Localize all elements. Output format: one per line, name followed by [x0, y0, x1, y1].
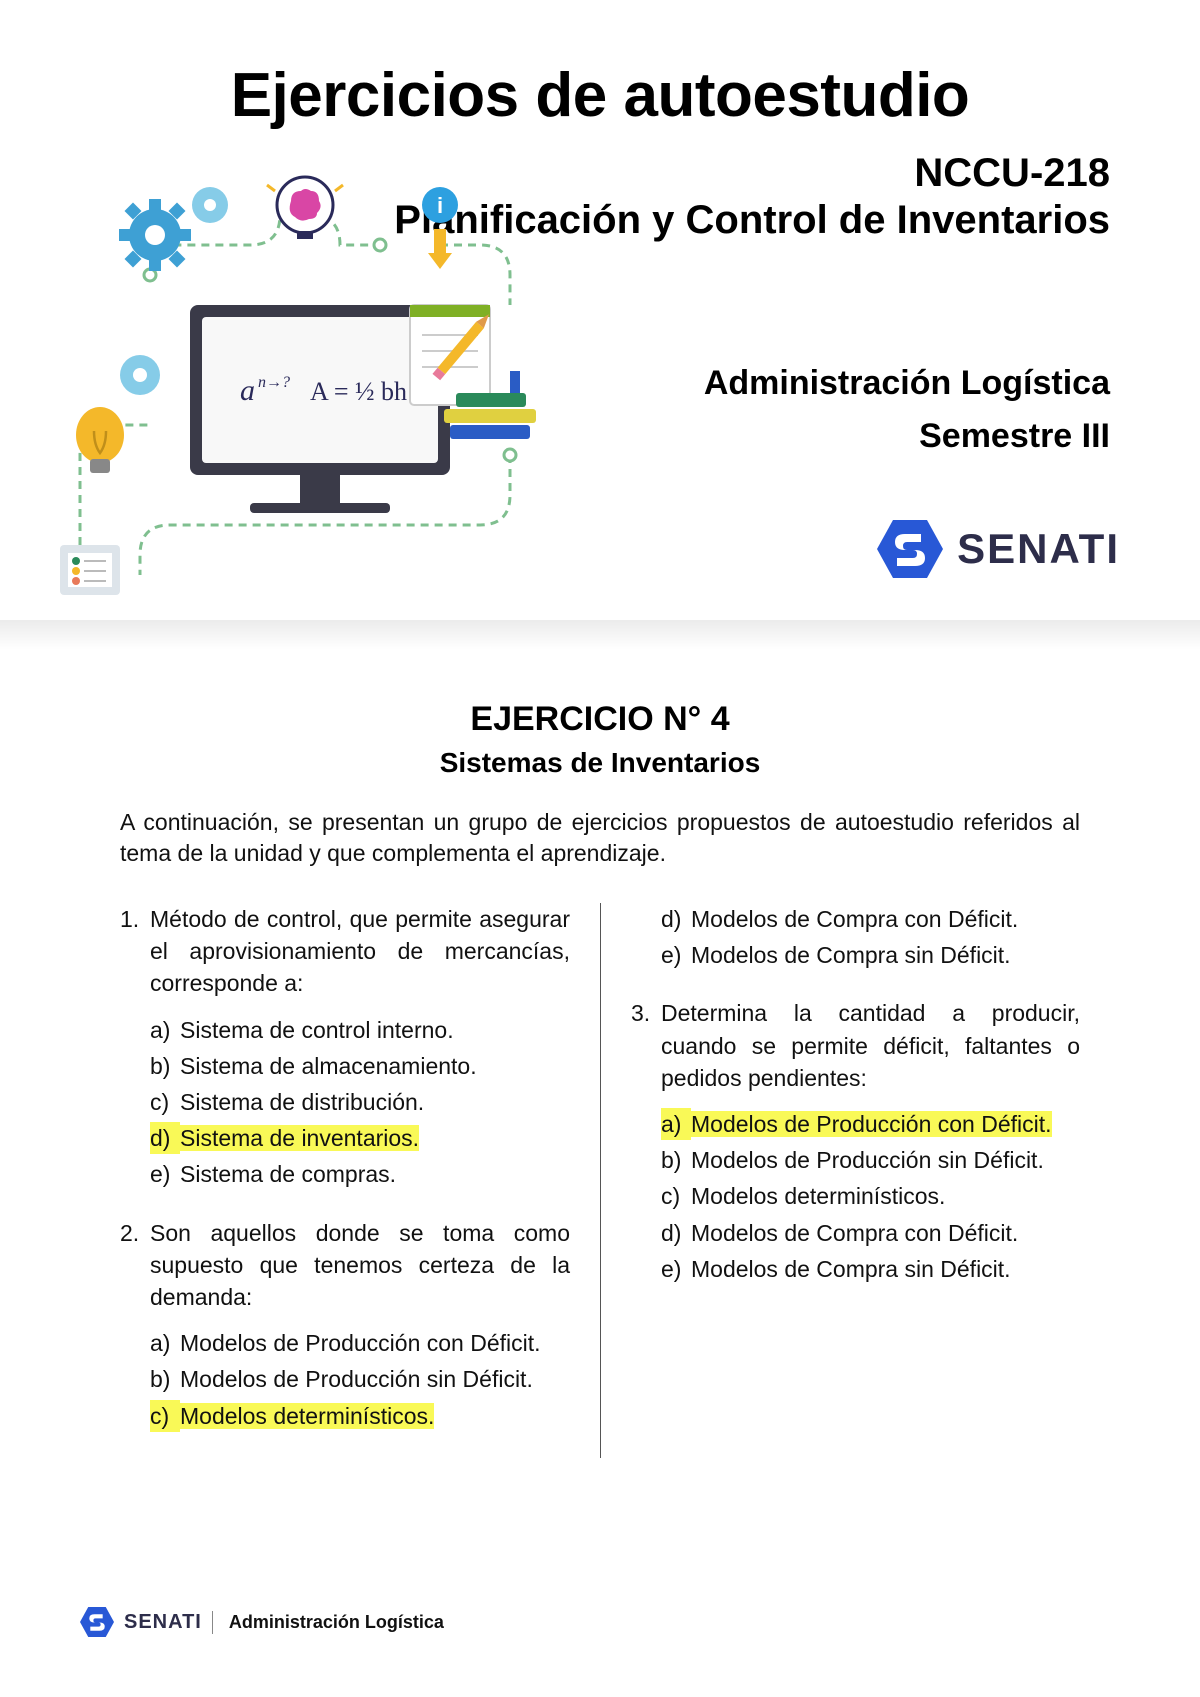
- main-title: Ejercicios de autoestudio: [80, 60, 1120, 131]
- q2-opt-c: Modelos determinísticos.: [180, 1403, 434, 1429]
- senati-logo: SENATI: [877, 520, 1120, 578]
- q3-opt-b-label: b): [661, 1144, 691, 1176]
- q2-opt-b-label: b): [150, 1363, 180, 1395]
- q1-opt-c: Sistema de distribución.: [180, 1086, 570, 1118]
- left-column: 1. Método de control, que permite asegur…: [120, 903, 600, 1458]
- senati-logo-text: SENATI: [957, 525, 1120, 573]
- q3-opt-c-label: c): [661, 1180, 691, 1212]
- q3-opt-c: Modelos determinísticos.: [691, 1180, 1080, 1212]
- senati-hex-icon: [877, 520, 943, 578]
- svg-text:A = ½ bh: A = ½ bh: [310, 377, 407, 406]
- q3-opt-a-label: a): [661, 1108, 691, 1140]
- q2-opt-b: Modelos de Producción sin Déficit.: [180, 1363, 570, 1395]
- q2-opt-d: Modelos de Compra con Déficit.: [691, 903, 1080, 935]
- q3-number: 3.: [631, 997, 661, 1094]
- header-area: Ejercicios de autoestudio NCCU-218 Plani…: [0, 0, 1200, 620]
- footer: SENATI Administración Logística: [80, 1607, 444, 1637]
- q2-options: a)Modelos de Producción con Déficit. b)M…: [120, 1327, 570, 1432]
- q3-opt-d: Modelos de Compra con Déficit.: [691, 1217, 1080, 1249]
- q2-opt-a: Modelos de Producción con Déficit.: [180, 1327, 570, 1359]
- svg-text:i: i: [437, 193, 443, 218]
- q1-opt-c-label: c): [150, 1086, 180, 1118]
- intro-text: A continuación, se presentan un grupo de…: [120, 807, 1080, 869]
- section-shadow: [0, 620, 1200, 650]
- q2-opt-e-label: e): [661, 939, 691, 971]
- q2-text: Son aquellos donde se toma como supuesto…: [150, 1217, 570, 1314]
- q2-options-cont: d)Modelos de Compra con Déficit. e)Model…: [631, 903, 1080, 971]
- q2-opt-e: Modelos de Compra sin Déficit.: [691, 939, 1080, 971]
- q1-opt-b: Sistema de almacenamiento.: [180, 1050, 570, 1082]
- question-2: 2. Son aquellos donde se toma como supue…: [120, 1217, 570, 1432]
- q1-opt-e-label: e): [150, 1158, 180, 1190]
- right-column: d)Modelos de Compra con Déficit. e)Model…: [600, 903, 1080, 1458]
- q3-opt-e: Modelos de Compra sin Déficit.: [691, 1253, 1080, 1285]
- q1-number: 1.: [120, 903, 150, 1000]
- q1-options: a)Sistema de control interno. b)Sistema …: [120, 1014, 570, 1191]
- q3-options: a)Modelos de Producción con Déficit. b)M…: [631, 1108, 1080, 1285]
- senati-hex-icon-small: [80, 1607, 114, 1637]
- exercise-title: EJERCICIO N° 4: [120, 700, 1080, 739]
- question-3: 3. Determina la cantidad a producir, cua…: [631, 997, 1080, 1285]
- study-illustration: a n→? A = ½ bh i: [50, 175, 570, 595]
- question-1: 1. Método de control, que permite asegur…: [120, 903, 570, 1191]
- footer-course: Administración Logística: [223, 1612, 444, 1633]
- q1-text: Método de control, que permite asegurar …: [150, 903, 570, 1000]
- q3-opt-a: Modelos de Producción con Déficit.: [691, 1111, 1052, 1137]
- q3-text: Determina la cantidad a producir, cuando…: [661, 997, 1080, 1094]
- content-area: EJERCICIO N° 4 Sistemas de Inventarios A…: [0, 650, 1200, 1458]
- q2-opt-d-label: d): [661, 903, 691, 935]
- q1-opt-b-label: b): [150, 1050, 180, 1082]
- q2-number: 2.: [120, 1217, 150, 1314]
- exercise-subtitle: Sistemas de Inventarios: [120, 747, 1080, 779]
- q1-opt-a-label: a): [150, 1014, 180, 1046]
- q1-opt-e: Sistema de compras.: [180, 1158, 570, 1190]
- q1-opt-a: Sistema de control interno.: [180, 1014, 570, 1046]
- footer-brand: SENATI: [124, 1611, 213, 1634]
- two-columns: 1. Método de control, que permite asegur…: [120, 903, 1080, 1458]
- svg-text:n→?: n→?: [258, 374, 290, 391]
- q2-opt-c-label: c): [150, 1400, 180, 1432]
- svg-text:a: a: [240, 374, 255, 407]
- q1-opt-d: Sistema de inventarios.: [180, 1125, 419, 1151]
- q3-opt-e-label: e): [661, 1253, 691, 1285]
- q2-opt-a-label: a): [150, 1327, 180, 1359]
- q3-opt-b: Modelos de Producción sin Déficit.: [691, 1144, 1080, 1176]
- q1-opt-d-label: d): [150, 1122, 180, 1154]
- q3-opt-d-label: d): [661, 1217, 691, 1249]
